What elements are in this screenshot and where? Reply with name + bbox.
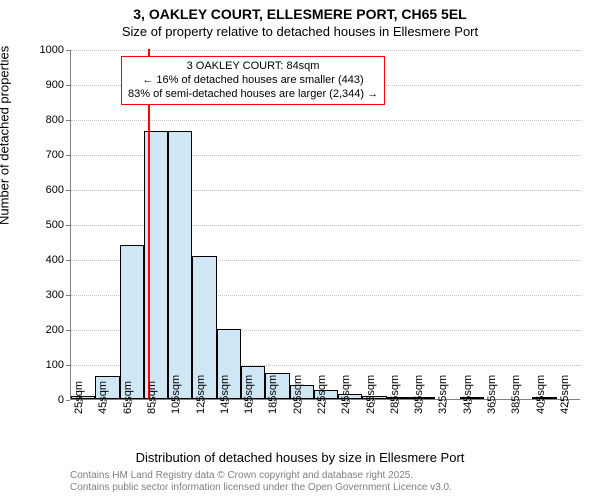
ytick-mark [66, 400, 70, 401]
ytick-mark [66, 260, 70, 261]
annotation-line: 3 OAKLEY COURT: 84sqm [128, 60, 378, 74]
ytick-label: 200 [4, 324, 64, 336]
ytick-label: 300 [4, 289, 64, 301]
ytick-mark [66, 120, 70, 121]
ytick-label: 700 [4, 149, 64, 161]
plot-area: 3 OAKLEY COURT: 84sqm← 16% of detached h… [70, 50, 580, 400]
ytick-mark [66, 330, 70, 331]
ytick-mark [66, 85, 70, 86]
chart-title: 3, OAKLEY COURT, ELLESMERE PORT, CH65 5E… [0, 6, 600, 22]
ytick-label: 400 [4, 254, 64, 266]
chart-subtitle: Size of property relative to detached ho… [0, 24, 600, 39]
histogram-bar [168, 131, 192, 399]
footer-line1: Contains HM Land Registry data © Crown c… [70, 470, 452, 482]
ytick-label: 800 [4, 114, 64, 126]
ytick-mark [66, 155, 70, 156]
annotation-box: 3 OAKLEY COURT: 84sqm← 16% of detached h… [121, 56, 385, 105]
annotation-line: 83% of semi-detached houses are larger (… [128, 88, 378, 102]
ytick-mark [66, 190, 70, 191]
x-axis-label: Distribution of detached houses by size … [0, 450, 600, 465]
y-axis-label: Number of detached properties [0, 46, 12, 225]
ytick-label: 0 [4, 394, 64, 406]
ytick-mark [66, 295, 70, 296]
chart-container: 3, OAKLEY COURT, ELLESMERE PORT, CH65 5E… [0, 0, 600, 500]
ytick-mark [66, 50, 70, 51]
ytick-mark [66, 365, 70, 366]
ytick-label: 500 [4, 219, 64, 231]
footer-attribution: Contains HM Land Registry data © Crown c… [70, 470, 452, 494]
ytick-label: 100 [4, 359, 64, 371]
ytick-label: 600 [4, 184, 64, 196]
ytick-label: 1000 [4, 44, 64, 56]
footer-line2: Contains public sector information licen… [70, 482, 452, 494]
histogram-bar [120, 245, 144, 399]
ytick-label: 900 [4, 79, 64, 91]
annotation-line: ← 16% of detached houses are smaller (44… [128, 74, 378, 88]
ytick-mark [66, 225, 70, 226]
